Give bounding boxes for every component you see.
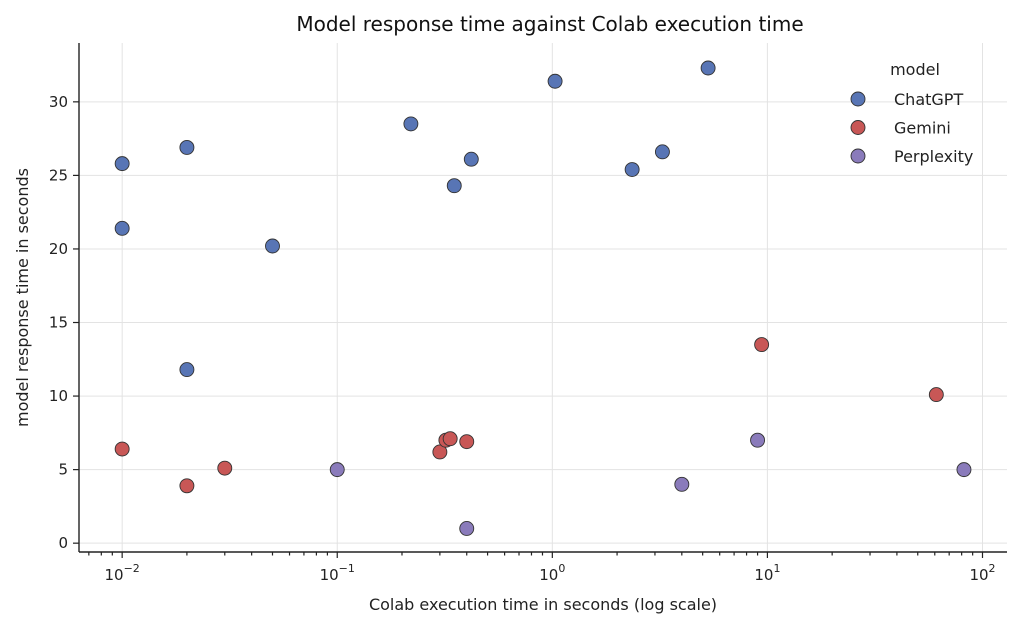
x-tick-label: 102: [969, 562, 995, 584]
y-tick-label: 10: [49, 387, 68, 405]
point-perplexity: [329, 462, 345, 478]
ticks: 0 5 10 15 20 25 30 10−2 10−1 100 101 102: [49, 93, 996, 584]
point-chatgpt: [114, 220, 130, 236]
legend-title: model: [890, 60, 940, 79]
point-chatgpt: [446, 178, 462, 194]
y-tick-label: 0: [58, 534, 68, 552]
y-tick-label: 30: [49, 93, 68, 111]
point-gemini: [217, 460, 233, 476]
point-chatgpt: [547, 73, 563, 89]
y-axis-title: model response time in seconds: [13, 168, 32, 427]
point-gemini: [459, 434, 475, 450]
point-perplexity: [674, 476, 690, 492]
point-gemini: [179, 478, 195, 494]
point-chatgpt: [179, 139, 195, 155]
legend-label-gemini: Gemini: [894, 119, 951, 138]
data-points: [114, 60, 972, 536]
point-chatgpt: [179, 362, 195, 378]
y-tick-label: 20: [49, 240, 68, 258]
point-chatgpt: [463, 151, 479, 167]
y-tick-label: 25: [49, 166, 68, 184]
legend-label-perplexity: Perplexity: [894, 147, 973, 166]
point-chatgpt: [654, 144, 670, 160]
chart-title: Model response time against Colab execut…: [296, 12, 803, 36]
point-chatgpt: [403, 116, 419, 132]
legend-marker-gemini: [850, 120, 866, 135]
point-gemini: [432, 444, 448, 460]
point-perplexity: [750, 432, 766, 448]
legend: model ChatGPT Gemini Perplexity: [850, 60, 973, 166]
point-perplexity: [956, 462, 972, 478]
x-tick-label: 10−2: [105, 562, 140, 584]
legend-marker-chatgpt: [850, 91, 866, 107]
axes: [78, 43, 1007, 553]
point-gemini: [928, 387, 944, 403]
x-tick-label: 101: [754, 562, 780, 584]
legend-marker-perplexity: [850, 148, 866, 164]
point-chatgpt: [624, 162, 640, 177]
y-tick-label: 15: [49, 314, 68, 332]
point-gemini: [442, 431, 458, 447]
x-tick-label: 100: [539, 562, 565, 584]
x-axis-title: Colab execution time in seconds (log sca…: [369, 595, 717, 614]
point-chatgpt: [114, 156, 130, 172]
point-gemini: [114, 441, 130, 457]
point-chatgpt: [700, 60, 716, 76]
x-tick-label: 10−1: [320, 562, 355, 584]
legend-label-chatgpt: ChatGPT: [894, 90, 963, 109]
point-perplexity: [459, 521, 475, 536]
grid: [79, 43, 1007, 552]
point-chatgpt: [265, 238, 280, 254]
y-tick-label: 5: [58, 461, 68, 479]
point-gemini: [754, 337, 770, 353]
